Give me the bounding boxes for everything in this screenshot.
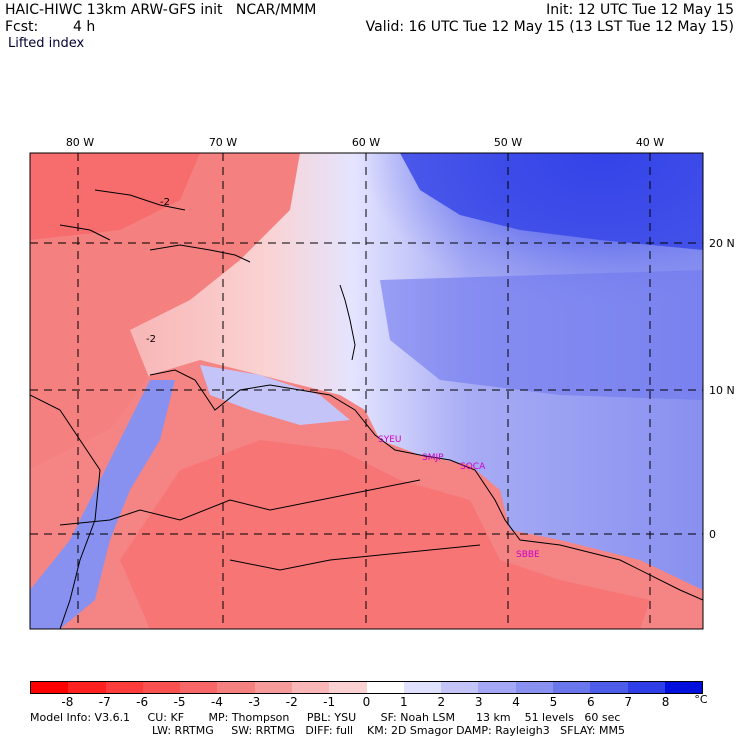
- colorbar-swatch: [329, 682, 367, 693]
- lon-label-60w: 60 W: [352, 136, 380, 149]
- lon-label-50w: 50 W: [494, 136, 522, 149]
- colorbar-swatch: [31, 682, 69, 693]
- colorbar-swatch: [664, 682, 703, 693]
- colorbar-swatch: [366, 682, 404, 693]
- longitude-labels: 80 W 70 W 60 W 50 W 40 W: [66, 136, 664, 149]
- venezuela-stable-zone: [200, 365, 350, 425]
- colorbar-swatch: [142, 682, 181, 693]
- model-info-line1: Model Info: V3.6.1 CU: KF MP: Thompson P…: [30, 711, 621, 724]
- colorbar-tick-label: -2: [285, 695, 298, 709]
- colorbar-tick-label: 4: [512, 695, 520, 709]
- colorbar-swatch: [403, 682, 442, 693]
- colorbar-tick-label: -6: [136, 695, 149, 709]
- colorbar-swatch: [105, 682, 143, 693]
- field-name: Lifted index: [8, 36, 85, 51]
- colorbar-swatch: [515, 682, 553, 693]
- colorbar-swatch: [627, 682, 665, 693]
- colorbar-tick-label: 8: [661, 695, 670, 709]
- colorbar-swatch: [441, 682, 479, 693]
- colorbar-swatch: [291, 682, 330, 693]
- colorbar-swatch: [180, 682, 218, 693]
- caribbean-strong-unstable: [30, 153, 200, 240]
- colorbar-swatch: [590, 682, 628, 693]
- colorbar-unit: °C: [694, 693, 708, 706]
- colorbar-tick-label: 1: [400, 695, 408, 709]
- lat-label-10n: 10 N: [709, 384, 735, 397]
- colorbar-tick-label: 0: [362, 695, 371, 709]
- deep-blue-zone: [400, 153, 703, 250]
- colorbar-tick-label: -5: [173, 695, 186, 709]
- lon-label-70w: 70 W: [209, 136, 237, 149]
- colorbar-tick-label: -7: [98, 695, 111, 709]
- colorbar-tick-label: 7: [624, 695, 633, 709]
- station-smjp: SMJP: [422, 453, 444, 463]
- colorbar-tick-label: 5: [549, 695, 558, 709]
- colorbar-tick-label: 3: [474, 695, 483, 709]
- model-title: HAIC-HIWC 13km ARW-GFS init NCAR/MMM: [5, 2, 317, 18]
- map-frame: [29, 152, 704, 630]
- station-syeu: SYEU: [378, 435, 401, 445]
- valid-time: Valid: 16 UTC Tue 12 May 15 (13 LST Tue …: [365, 19, 734, 35]
- coastlines: [30, 189, 703, 629]
- central-america-field: [30, 330, 150, 470]
- stations: SYEU SMJP SOCA SBBE: [378, 435, 540, 560]
- colorbar-tick-label: -4: [210, 695, 223, 709]
- colorbar-tick-label: 2: [437, 695, 446, 709]
- latitude-labels: 20 N 10 N 0: [709, 237, 735, 541]
- colorbar-swatch: [68, 682, 106, 693]
- station-soca: SOCA: [460, 462, 486, 472]
- contour-label-2: -2: [146, 334, 156, 345]
- forecast-label: Fcst:: [5, 19, 39, 35]
- colorbar: [30, 681, 703, 694]
- contour-label-1: -2: [160, 197, 170, 208]
- map-field: -2 -2 SYEU SMJP SOCA SBBE: [30, 153, 703, 629]
- andes-stable-zone: [30, 380, 175, 629]
- colorbar-swatch: [552, 682, 591, 693]
- colorbar-swatch: [217, 682, 255, 693]
- colorbar-tick-label: -1: [323, 695, 336, 709]
- colorbar-tick-label: -8: [61, 695, 74, 709]
- forecast-hour: 4 h: [73, 19, 96, 35]
- colorbar-tick-label: 6: [587, 695, 595, 709]
- lon-label-80w: 80 W: [66, 136, 94, 149]
- lat-label-20n: 20 N: [709, 237, 735, 250]
- lat-label-0: 0: [709, 528, 716, 541]
- model-info-line2: LW: RRTMG SW: RRTMG DIFF: full KM: 2D Sm…: [152, 724, 625, 737]
- colorbar-swatch: [254, 682, 292, 693]
- colorbar-swatch: [478, 682, 516, 693]
- colorbar-tick-label: -3: [248, 695, 261, 709]
- init-time: Init: 12 UTC Tue 12 May 15: [546, 2, 734, 18]
- lon-label-40w: 40 W: [636, 136, 664, 149]
- mid-blue-zone: [380, 270, 703, 400]
- lat-lon-grid: [30, 153, 703, 629]
- lifted-index-map: -2 -2 SYEU SMJP SOCA SBBE 80 W 70 W 60 W…: [29, 136, 735, 630]
- station-sbbe: SBBE: [516, 550, 540, 560]
